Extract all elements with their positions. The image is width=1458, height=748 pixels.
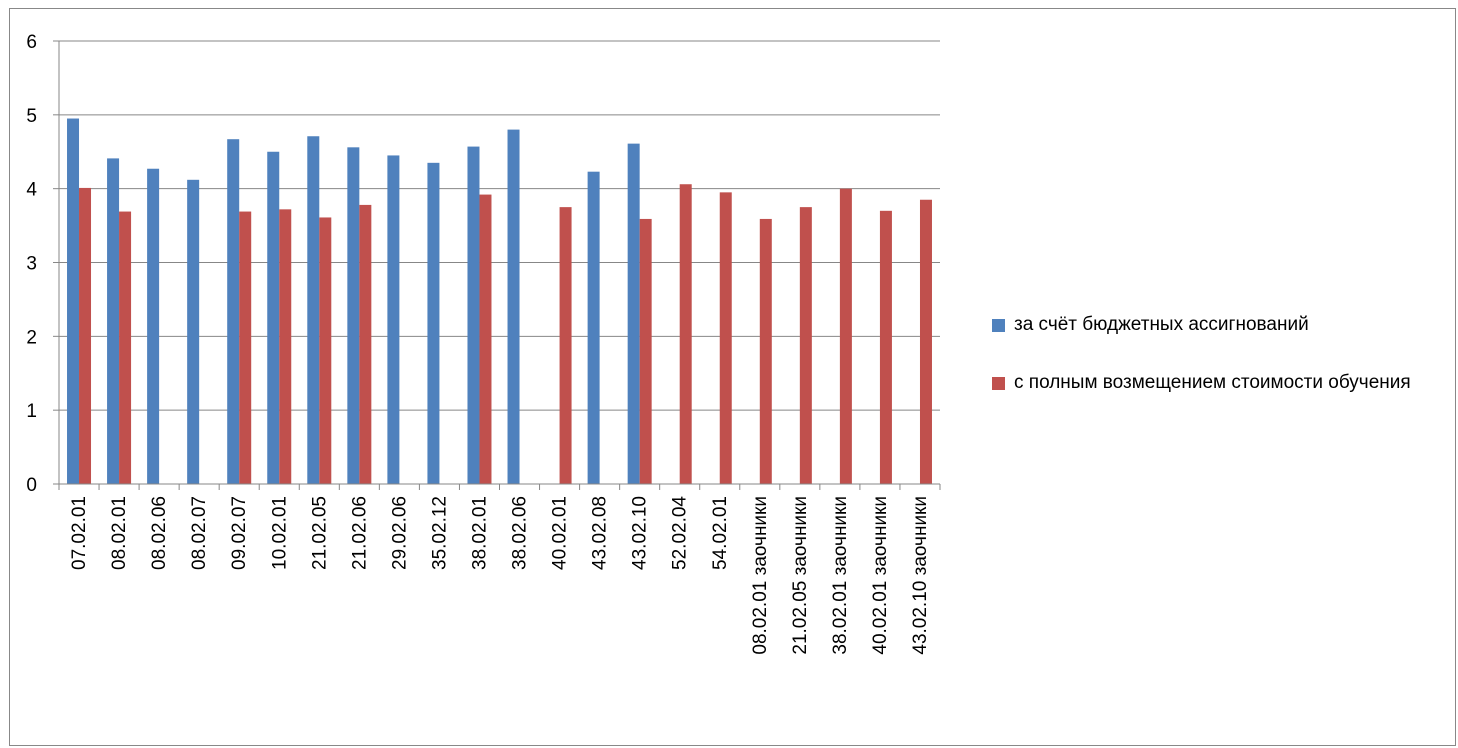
x-tick-label: 21.02.06 (349, 496, 370, 570)
x-tick-label: 40.02.01 заочники (870, 496, 891, 655)
x-tick-label: 10.02.01 (269, 496, 290, 570)
bar-paid (79, 188, 91, 484)
legend-item-budget: за счёт бюджетных ассигнований (992, 310, 1452, 340)
y-tick-label: 6 (26, 32, 37, 53)
legend-label-budget: за счёт бюджетных ассигнований (1014, 314, 1309, 335)
x-tick-label: 29.02.06 (389, 496, 410, 570)
bar-paid (640, 219, 652, 484)
legend-label-paid: с полным возмещением стоимости обучения (1014, 372, 1411, 393)
legend-swatch-paid (992, 377, 1005, 390)
y-tick-label: 0 (26, 475, 37, 496)
bar-paid (920, 200, 932, 484)
bars (67, 119, 932, 484)
bar-paid (760, 219, 772, 484)
bar-paid (800, 207, 812, 484)
x-tick-label: 43.02.08 (590, 496, 611, 570)
x-tick-label: 07.02.01 (69, 496, 90, 570)
bar-budget (107, 158, 119, 484)
bar-budget (508, 130, 520, 484)
x-tick-label: 40.02.01 (550, 496, 571, 570)
bar-budget (427, 163, 439, 484)
x-tick-label: 52.02.04 (670, 496, 691, 570)
y-tick-label: 4 (26, 180, 37, 201)
bar-budget (147, 169, 159, 484)
bar-budget (307, 136, 319, 484)
x-tick-label: 08.02.01 (109, 496, 130, 570)
y-tick-label: 1 (26, 401, 37, 422)
y-tick-labels: 0 1 2 3 4 5 6 (26, 32, 37, 496)
x-tick-label: 38.02.06 (510, 496, 531, 570)
bar-budget (67, 119, 79, 484)
bar-paid (319, 217, 331, 484)
y-tick-label: 3 (26, 254, 37, 275)
bar-budget (227, 139, 239, 484)
bar-paid (720, 192, 732, 484)
bar-paid (279, 209, 291, 484)
legend-item-paid: с полным возмещением стоимости обучения (992, 368, 1452, 398)
bar-paid (680, 184, 692, 484)
x-tick-label: 08.02.06 (149, 496, 170, 570)
bar-budget (187, 180, 199, 484)
bar-budget (628, 144, 640, 484)
bar-budget (588, 172, 600, 484)
x-tick-label: 08.02.07 (189, 496, 210, 570)
bar-budget (387, 155, 399, 484)
bar-paid (479, 195, 491, 484)
x-tick-label: 54.02.01 (710, 496, 731, 570)
x-tick-label: 09.02.07 (229, 496, 250, 570)
x-tick-label: 21.02.05 заочники (790, 496, 811, 655)
x-tick-label: 43.02.10 (630, 496, 651, 570)
bar-paid (560, 207, 572, 484)
bar-budget (267, 152, 279, 484)
y-tick-label: 5 (26, 106, 37, 127)
x-tick-label: 08.02.01 заочники (750, 496, 771, 655)
x-tick-label: 21.02.05 (309, 496, 330, 570)
bar-paid (119, 212, 131, 484)
x-tick-label: 43.02.10 заочники (910, 496, 931, 655)
legend-swatch-budget (992, 319, 1005, 332)
x-tick-label: 35.02.12 (429, 496, 450, 570)
bar-paid (359, 205, 371, 484)
x-tick-label: 38.02.01 заочники (830, 496, 851, 655)
legend: за счёт бюджетных ассигнований с полным … (992, 310, 1452, 426)
bar-paid (239, 212, 251, 484)
bar-paid (880, 211, 892, 484)
x-tick-label: 38.02.01 (469, 496, 490, 570)
bar-budget (467, 147, 479, 484)
y-tick-label: 2 (26, 327, 37, 348)
bar-budget (347, 147, 359, 484)
x-tick-labels: 07.02.01 08.02.01 08.02.06 08.02.07 09.02.07… (69, 496, 931, 655)
bar-paid (840, 189, 852, 484)
